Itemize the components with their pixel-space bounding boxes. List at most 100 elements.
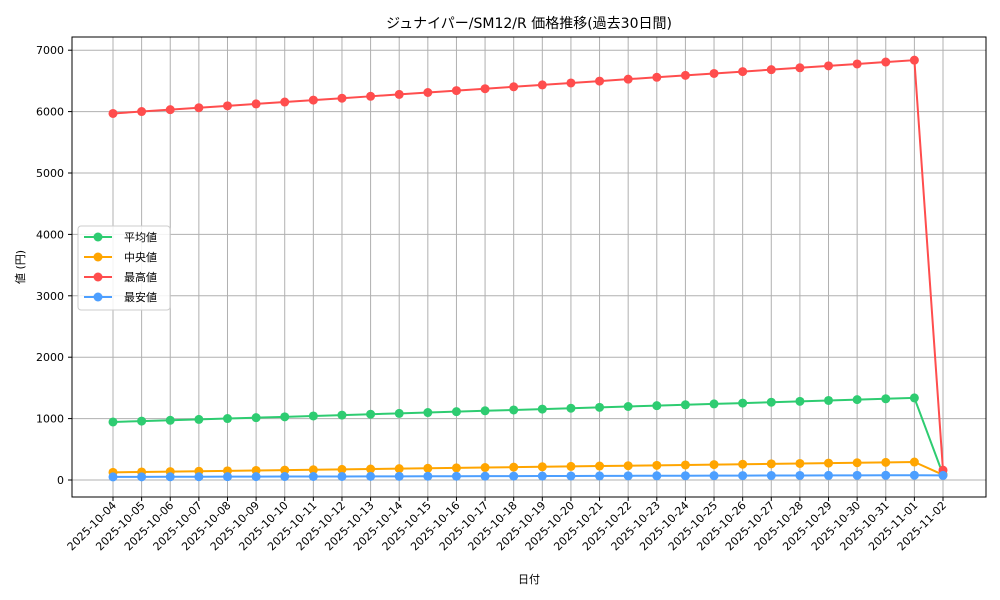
- data-point: [537, 80, 547, 90]
- y-tick-label: 4000: [36, 228, 64, 241]
- data-point: [852, 458, 862, 468]
- data-point: [852, 395, 862, 405]
- data-point: [795, 458, 805, 468]
- data-point: [222, 472, 232, 482]
- data-point: [165, 105, 175, 115]
- data-point: [480, 406, 490, 416]
- legend-label: 最安値: [124, 290, 157, 304]
- data-point: [680, 460, 690, 470]
- data-point: [824, 458, 834, 468]
- y-tick-label: 2000: [36, 351, 64, 364]
- series-path: [112, 474, 944, 478]
- data-point: [108, 472, 118, 482]
- data-point: [595, 76, 605, 86]
- data-series: [108, 55, 948, 482]
- legend-label: 平均値: [124, 231, 157, 244]
- data-point: [595, 402, 605, 412]
- data-point: [480, 471, 490, 481]
- data-point: [394, 408, 404, 418]
- data-point: [337, 471, 347, 481]
- data-point: [680, 70, 690, 80]
- data-point: [595, 471, 605, 481]
- data-point: [537, 471, 547, 481]
- data-point: [137, 416, 147, 426]
- data-point: [738, 471, 748, 481]
- data-point: [423, 463, 433, 473]
- data-point: [623, 74, 633, 84]
- data-point: [423, 408, 433, 418]
- data-point: [308, 411, 318, 421]
- data-point: [537, 404, 547, 414]
- data-point: [251, 413, 261, 423]
- data-point: [881, 470, 891, 480]
- legend-marker-icon: [93, 232, 103, 242]
- data-point: [337, 410, 347, 420]
- data-point: [366, 91, 376, 101]
- data-point: [137, 472, 147, 482]
- data-point: [738, 67, 748, 77]
- data-point: [194, 472, 204, 482]
- data-point: [909, 457, 919, 467]
- data-point: [680, 471, 690, 481]
- x-axis-ticks: 2025-10-042025-10-052025-10-062025-10-07…: [65, 497, 949, 553]
- data-point: [652, 471, 662, 481]
- data-point: [308, 465, 318, 475]
- data-point: [108, 417, 118, 427]
- series-line: [108, 393, 948, 479]
- data-point: [280, 465, 290, 475]
- legend-label: 中央値: [124, 251, 157, 264]
- data-point: [652, 72, 662, 82]
- series-path: [112, 461, 944, 476]
- data-point: [222, 101, 232, 111]
- data-point: [881, 394, 891, 404]
- data-point: [824, 61, 834, 71]
- data-point: [194, 103, 204, 113]
- data-point: [394, 89, 404, 99]
- data-point: [795, 396, 805, 406]
- y-tick-label: 6000: [36, 106, 64, 119]
- data-point: [537, 462, 547, 472]
- data-point: [280, 472, 290, 482]
- y-axis-ticks: 0 1000 2000 3000 4000 5000 6000 7000: [36, 44, 72, 487]
- data-point: [738, 459, 748, 469]
- chart-title: ジュナイパー/SM12/R 価格推移(過去30日間): [386, 16, 672, 32]
- data-point: [423, 471, 433, 481]
- data-point: [251, 99, 261, 109]
- grid-lines: [72, 37, 986, 497]
- data-point: [595, 461, 605, 471]
- data-point: [280, 97, 290, 107]
- data-point: [766, 397, 776, 407]
- data-point: [938, 470, 948, 480]
- series-line: [108, 55, 948, 475]
- x-axis-label: 日付: [518, 573, 540, 586]
- data-point: [738, 398, 748, 408]
- data-point: [509, 462, 519, 472]
- data-point: [308, 472, 318, 482]
- y-tick-label: 5000: [36, 167, 64, 180]
- series-line: [108, 470, 948, 482]
- data-point: [881, 457, 891, 467]
- data-point: [566, 471, 576, 481]
- data-point: [623, 402, 633, 412]
- data-point: [394, 471, 404, 481]
- data-point: [909, 55, 919, 65]
- legend-box: [77, 225, 171, 311]
- data-point: [709, 68, 719, 78]
- legend-marker-icon: [93, 252, 103, 262]
- data-point: [337, 464, 347, 474]
- series-path: [112, 396, 944, 475]
- data-point: [881, 57, 891, 67]
- data-point: [366, 471, 376, 481]
- data-point: [824, 395, 834, 405]
- y-tick-label: 0: [57, 474, 64, 487]
- data-point: [423, 88, 433, 98]
- data-point: [623, 471, 633, 481]
- data-point: [766, 471, 776, 481]
- y-tick-label: 3000: [36, 290, 64, 303]
- data-point: [766, 459, 776, 469]
- y-axis-label: 値 (円): [14, 250, 27, 284]
- data-point: [824, 470, 834, 480]
- data-point: [165, 415, 175, 425]
- data-point: [652, 460, 662, 470]
